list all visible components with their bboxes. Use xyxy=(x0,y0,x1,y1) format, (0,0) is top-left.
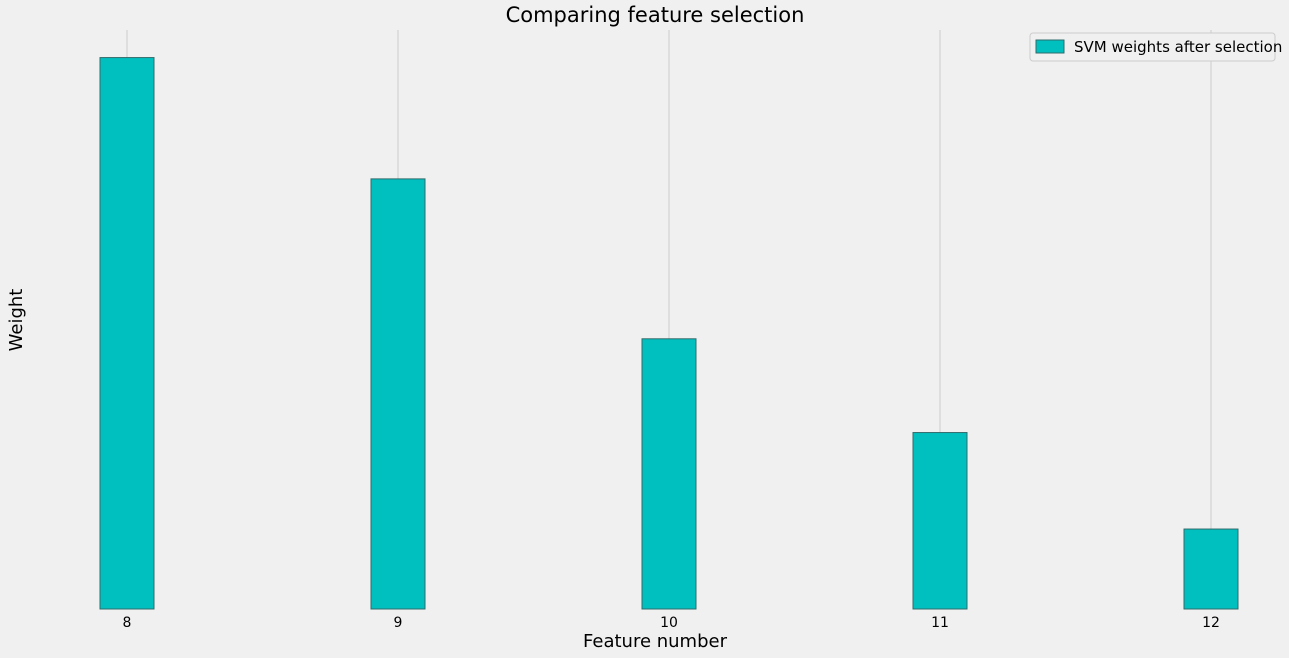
bar-feature-12 xyxy=(1183,528,1239,610)
x-tick-label-8: 8 xyxy=(123,615,132,631)
legend-entry: SVM weights after selection xyxy=(1074,38,1282,56)
legend: SVM weights after selection xyxy=(1029,32,1282,62)
x-tick-labels: 8 9 10 11 12 xyxy=(123,615,1220,631)
bar-feature-9 xyxy=(370,178,426,610)
bars xyxy=(99,57,1239,610)
bar-feature-8 xyxy=(99,57,155,610)
legend-frame xyxy=(1029,32,1276,62)
x-axis-label: Feature number xyxy=(583,631,728,652)
legend-swatch xyxy=(1035,39,1065,54)
x-tick-label-10: 10 xyxy=(660,615,678,631)
y-axis-label: Weight xyxy=(6,289,27,352)
x-tick-label-12: 12 xyxy=(1202,615,1220,631)
bar-feature-11 xyxy=(912,432,968,610)
x-tick-label-11: 11 xyxy=(931,615,949,631)
bar-feature-10 xyxy=(641,338,697,610)
chart-title: Comparing feature selection xyxy=(506,3,805,27)
x-tick-label-9: 9 xyxy=(394,615,403,631)
